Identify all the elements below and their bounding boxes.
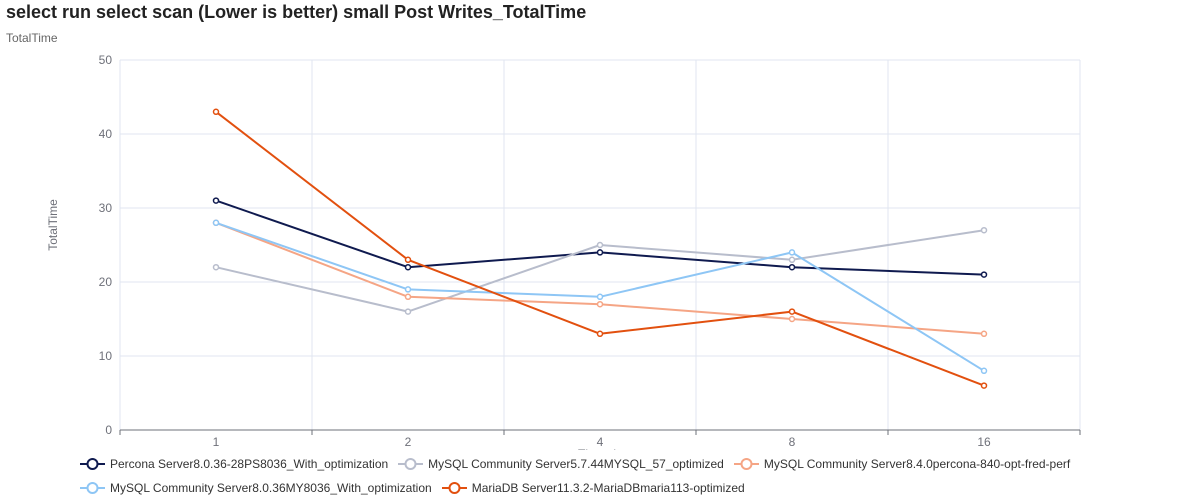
y-tick-label: 0 [105,423,112,437]
legend-label: MySQL Community Server5.7.44MYSQL_57_opt… [428,457,724,471]
y-tick-label: 20 [99,275,113,289]
legend-item[interactable]: MySQL Community Server8.4.0percona-840-o… [733,452,1071,476]
legend-item[interactable]: MariaDB Server11.3.2-MariaDBmaria113-opt… [441,476,745,500]
legend-label: MariaDB Server11.3.2-MariaDBmaria113-opt… [471,481,745,495]
legend-line-marker-icon [441,482,467,494]
line-chart: 0 10 20 30 40 50 1 2 4 8 16 Threads TotalTime [46,53,1081,450]
x-tick-label: 2 [405,435,412,449]
y-tick-label: 10 [99,349,113,363]
legend-item[interactable]: Percona Server8.0.36-28PS8036_With_optim… [80,452,388,476]
legend-label: MySQL Community Server8.0.36MY8036_With_… [110,481,432,495]
data-point[interactable] [788,315,796,323]
legend-label: Percona Server8.0.36-28PS8036_With_optim… [110,457,389,471]
data-point[interactable] [788,308,796,315]
series-1 [212,197,988,278]
legend-line-marker-icon [398,458,424,470]
data-point[interactable] [404,256,412,264]
data-point[interactable] [980,367,988,375]
data-point[interactable] [404,308,412,315]
data-point[interactable] [596,330,604,338]
chart-title: select run select scan (Lower is better)… [6,2,587,22]
x-tick-label: 1 [213,435,220,449]
y-tick-label: 50 [99,53,113,67]
axes: 0 10 20 30 40 50 1 2 4 8 16 Threads TotalTime [46,53,1081,450]
x-tick-label: 16 [977,435,991,449]
data-point[interactable] [788,263,796,271]
data-point[interactable] [980,382,988,389]
data-point[interactable] [404,263,412,271]
legend-item[interactable]: MySQL Community Server5.7.44MYSQL_57_opt… [398,452,724,476]
series-group [212,108,988,389]
y-tick-label: 30 [99,201,113,215]
legend-line-marker-icon [80,482,105,494]
legend-item[interactable]: MySQL Community Server8.0.36MY8036_With_… [80,476,432,500]
x-axis-title: Threads [578,447,622,450]
data-point[interactable] [404,286,412,293]
data-point[interactable] [788,256,796,264]
data-point[interactable] [212,197,220,204]
series-2 [212,226,988,315]
series-5 [212,108,988,389]
legend-line-marker-icon [80,458,105,470]
data-point[interactable] [212,263,220,271]
series-4 [212,219,988,375]
data-point[interactable] [596,241,604,249]
data-point[interactable] [212,108,220,116]
data-point[interactable] [596,249,604,256]
chart-subtitle: TotalTime [6,31,58,45]
legend: Percona Server8.0.36-28PS8036_With_optim… [80,452,1180,500]
data-point[interactable] [212,219,220,227]
y-axis-title: TotalTime [46,199,60,251]
legend-label: MySQL Community Server8.4.0percona-840-o… [763,457,1071,471]
data-point[interactable] [980,271,988,278]
data-point[interactable] [596,300,604,308]
x-tick-label: 8 [789,435,796,449]
data-point[interactable] [788,249,796,256]
data-point[interactable] [596,293,604,301]
series-line [215,221,985,335]
y-tick-label: 40 [99,127,113,141]
data-point[interactable] [980,226,988,234]
series-3 [212,219,988,338]
data-point[interactable] [980,330,988,338]
legend-line-marker-icon [733,458,759,470]
x-tick-label: 4 [597,435,604,449]
data-point[interactable] [404,293,412,301]
